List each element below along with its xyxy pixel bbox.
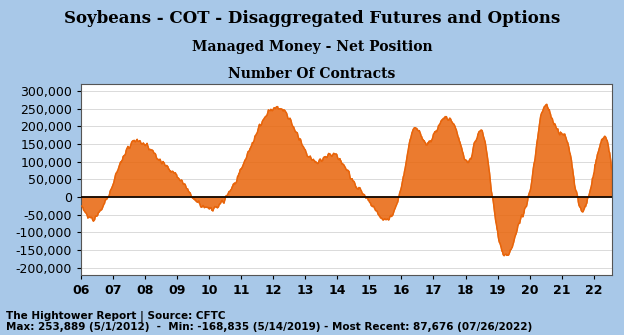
Text: Max: 253,889 (5/1/2012)  -  Min: -168,835 (5/14/2019) - Most Recent: 87,676 (07/: Max: 253,889 (5/1/2012) - Min: -168,835 … bbox=[6, 322, 532, 332]
Text: Managed Money - Net Position: Managed Money - Net Position bbox=[192, 40, 432, 54]
Text: Number Of Contracts: Number Of Contracts bbox=[228, 67, 396, 81]
Text: The Hightower Report | Source: CFTC: The Hightower Report | Source: CFTC bbox=[6, 311, 226, 322]
Text: Soybeans - COT - Disaggregated Futures and Options: Soybeans - COT - Disaggregated Futures a… bbox=[64, 10, 560, 27]
